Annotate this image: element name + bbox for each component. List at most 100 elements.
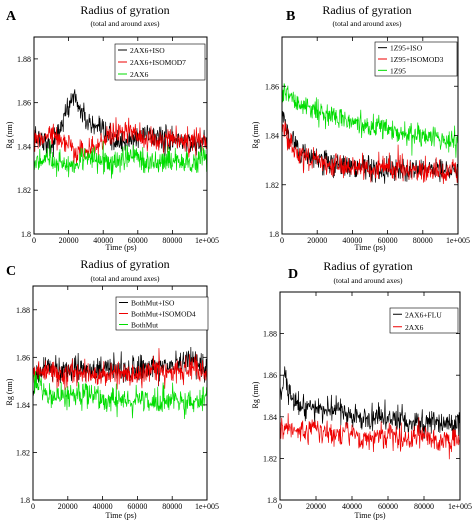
chart-title: Radius of gyration xyxy=(323,259,412,273)
y-tick-label: 1.82 xyxy=(17,186,31,195)
legend-entry: 2AX6+ISOMOD7 xyxy=(130,58,186,67)
series-line-1z95-isomod3 xyxy=(282,121,458,185)
x-tick-label: 40000 xyxy=(93,236,113,245)
chart-subtitle: (total and around axes) xyxy=(333,19,402,28)
x-tick-label: 1e+005 xyxy=(195,236,219,245)
panel-c: C Radius of gyration (total and around axe… xyxy=(5,257,219,520)
series-line-2ax6-isomod7 xyxy=(34,117,207,166)
y-axis-label: Rg (nm) xyxy=(5,121,14,148)
y-tick-label: 1.86 xyxy=(265,82,279,91)
series-line-2ax6 xyxy=(34,140,207,179)
series-line-bothmut-isomod4 xyxy=(33,348,207,392)
series-traces xyxy=(33,347,207,420)
y-tick-label: 1.86 xyxy=(263,371,277,380)
x-tick-label: 20000 xyxy=(307,236,327,245)
x-tick-label: 40000 xyxy=(93,502,113,511)
plot-frame xyxy=(33,36,208,235)
series-line-bothmut xyxy=(33,370,207,420)
legend: 2AX6+ISO 2AX6+ISOMOD7 2AX6 xyxy=(114,43,206,81)
chart-subtitle: (total and around axes) xyxy=(91,274,160,283)
series-line-2ax6 xyxy=(280,413,460,460)
series-traces xyxy=(34,89,207,179)
panel-label: D xyxy=(288,267,298,282)
panel-d: D Radius of gyration (total and around axe… xyxy=(251,259,472,520)
legend-entry: 2AX6+FLU xyxy=(405,310,442,319)
panel-b: B Radius of gyration (total and around axe… xyxy=(251,3,470,252)
series-traces xyxy=(280,366,460,460)
x-tick-label: 20000 xyxy=(59,236,79,245)
y-axis-label: Rg (nm) xyxy=(5,378,14,405)
y-tick-label: 1.84 xyxy=(265,132,279,141)
x-tick-label: 20000 xyxy=(306,502,326,511)
x-tick-label: 40000 xyxy=(342,502,362,511)
x-tick-label: 80000 xyxy=(413,236,433,245)
y-tick-label: 1.86 xyxy=(16,353,30,362)
x-tick-label: 80000 xyxy=(162,502,182,511)
x-axis-label: Time (ps) xyxy=(105,511,136,520)
x-tick-label: 0 xyxy=(32,236,36,245)
legend-entry: 2AX6 xyxy=(130,70,149,79)
legend-entry: BothMut xyxy=(131,321,159,330)
legend-entry: 1Z95 xyxy=(390,66,406,75)
legend: 1Z95+ISO 1Z95+ISOMOD3 1Z95 xyxy=(374,41,458,77)
panel-a: A Radius of gyration (total and around axe… xyxy=(5,3,219,252)
legend-box xyxy=(389,307,459,334)
chart-title: Radius of gyration xyxy=(80,257,169,271)
y-tick-label: 1.84 xyxy=(263,413,277,422)
y-tick-label: 1.86 xyxy=(17,99,31,108)
legend-box xyxy=(374,41,458,77)
chart-subtitle: (total and around axes) xyxy=(91,19,160,28)
x-tick-label: 20000 xyxy=(58,502,78,511)
x-axis-label: Time (ps) xyxy=(354,243,385,252)
y-tick-label: 1.82 xyxy=(265,181,279,190)
y-tick-label: 1.8 xyxy=(20,496,30,505)
x-tick-label: 1e+005 xyxy=(448,502,472,511)
plot-frame xyxy=(279,291,461,501)
x-tick-label: 0 xyxy=(280,236,284,245)
legend-box xyxy=(114,43,206,81)
panel-label: B xyxy=(286,9,295,24)
y-axis-label: Rg (nm) xyxy=(251,381,260,408)
x-tick-label: 60000 xyxy=(127,502,147,511)
legend-entry: 2AX6 xyxy=(405,323,424,332)
y-axis-label: Rg (nm) xyxy=(251,121,260,148)
y-tick-label: 1.84 xyxy=(17,142,31,151)
y-tick-label: 1.8 xyxy=(269,230,279,239)
x-tick-label: 1e+005 xyxy=(195,502,219,511)
x-axis-label: Time (ps) xyxy=(354,511,385,520)
x-tick-label: 0 xyxy=(31,502,35,511)
x-tick-label: 60000 xyxy=(378,236,398,245)
panel-label: C xyxy=(6,264,16,279)
series-line-1z95 xyxy=(282,83,458,158)
y-tick-label: 1.8 xyxy=(21,230,31,239)
series-line-2ax6-flu xyxy=(280,366,460,439)
plot-frame xyxy=(32,285,208,501)
x-tick-label: 60000 xyxy=(128,236,148,245)
y-tick-label: 1.88 xyxy=(17,55,31,64)
y-tick-label: 1.8 xyxy=(267,496,277,505)
legend-entry: BothMut+ISO xyxy=(131,299,175,308)
legend-entry: BothMut+ISOMOD4 xyxy=(131,310,196,319)
chart-title: Radius of gyration xyxy=(80,3,169,17)
x-tick-label: 60000 xyxy=(378,502,398,511)
legend-entry: 1Z95+ISO xyxy=(390,44,423,53)
series-traces xyxy=(282,83,458,185)
y-tick-label: 1.82 xyxy=(16,448,30,457)
legend-box xyxy=(115,296,209,331)
x-tick-label: 1e+005 xyxy=(446,236,470,245)
y-tick-label: 1.88 xyxy=(263,330,277,339)
y-tick-label: 1.82 xyxy=(263,454,277,463)
x-tick-label: 0 xyxy=(278,502,282,511)
chart-subtitle: (total and around axes) xyxy=(334,276,403,285)
x-axis-label: Time (ps) xyxy=(105,243,136,252)
legend-entry: 2AX6+ISO xyxy=(130,46,165,55)
legend: 2AX6+FLU 2AX6 xyxy=(389,307,459,334)
x-tick-label: 40000 xyxy=(342,236,362,245)
panel-label: A xyxy=(6,9,17,24)
y-tick-label: 1.84 xyxy=(16,401,30,410)
y-tick-label: 1.88 xyxy=(16,306,30,315)
legend: BothMut+ISO BothMut+ISOMOD4 BothMut xyxy=(115,296,209,331)
series-line-2ax6-iso xyxy=(34,89,207,158)
legend-entry: 1Z95+ISOMOD3 xyxy=(390,55,444,64)
